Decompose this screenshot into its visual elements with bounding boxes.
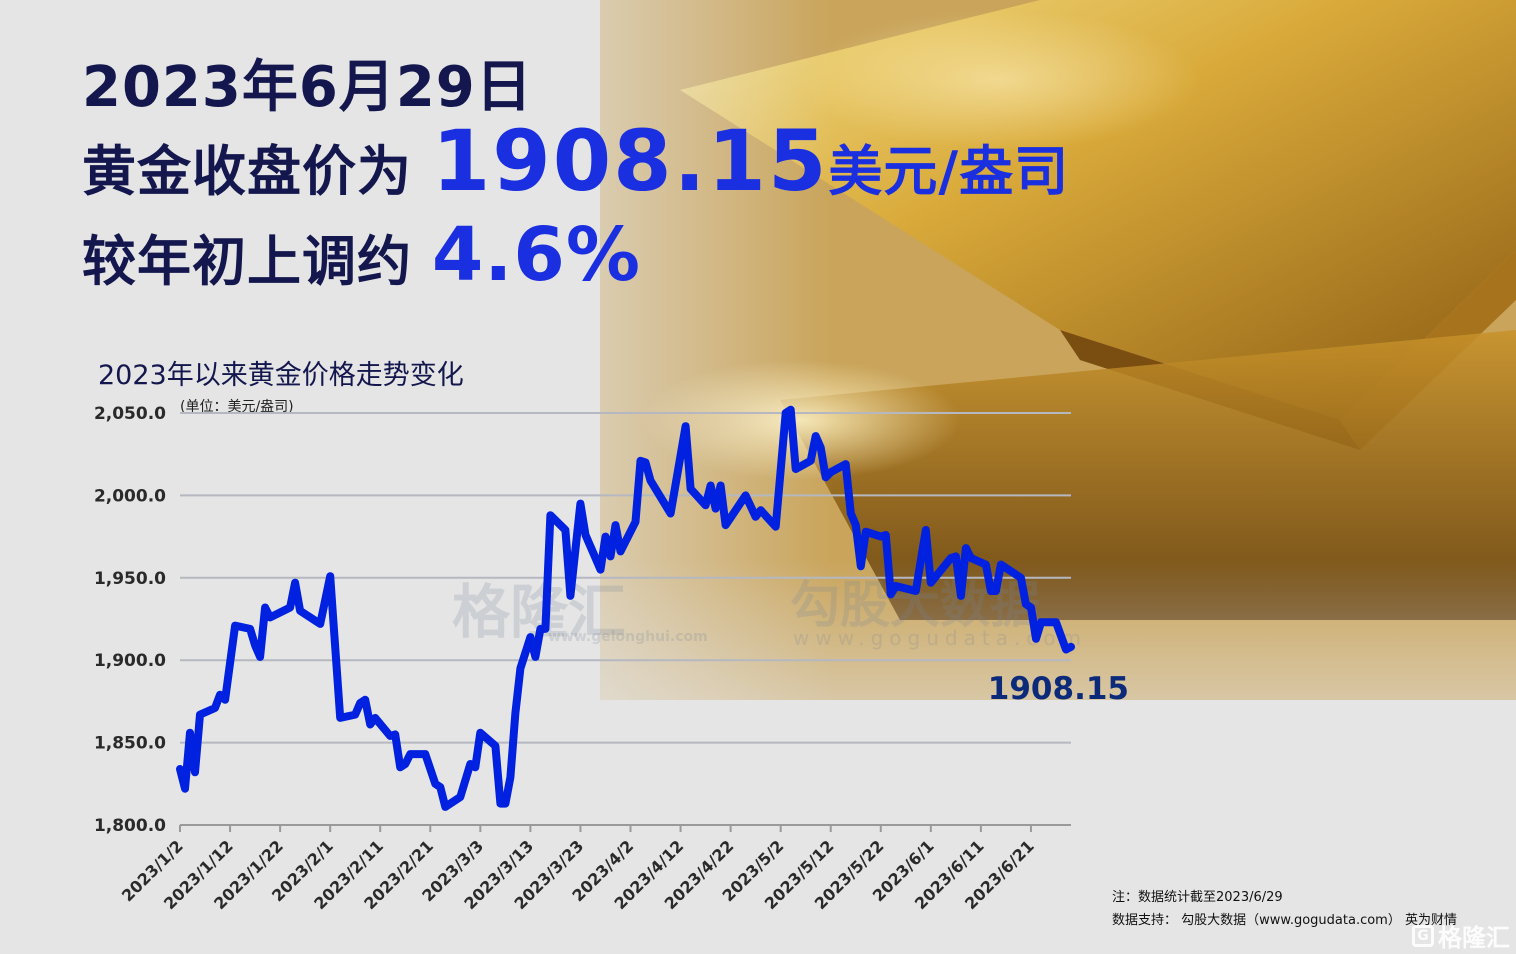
change-value: 4.6%: [431, 212, 642, 298]
y-tick-label: 2,050.0: [94, 404, 166, 424]
gelonghui-logo: G 格隆汇: [1412, 918, 1510, 953]
y-tick-label: 1,800.0: [94, 816, 166, 836]
chart-unit-label: (单位：美元/盎司): [180, 399, 294, 415]
price-value: 1908.15: [431, 112, 829, 210]
footer-note: 注：数据统计截至2023/6/29: [1112, 890, 1283, 905]
chart-title: 2023年以来黄金价格走势变化: [98, 360, 464, 391]
headline-change: 较年初上调约 4.6%: [82, 212, 641, 298]
logo-text: 格隆汇: [1438, 924, 1510, 952]
footer-notes: 注：数据统计截至2023/6/29 数据支持： 勾股大数据（www.goguda…: [1112, 886, 1457, 932]
y-tick-label: 1,850.0: [94, 734, 166, 754]
y-tick-label: 2,000.0: [94, 486, 166, 506]
headline-date: 2023年6月29日: [82, 55, 533, 120]
gold-price-line: [176, 405, 1075, 811]
y-tick-label: 1,900.0: [94, 651, 166, 671]
end-value-label: 1908.15: [988, 671, 1129, 707]
footer-source: 数据支持： 勾股大数据（www.gogudata.com） 英为财情: [1112, 913, 1457, 928]
price-unit: 美元/盎司: [828, 140, 1070, 203]
change-prefix: 较年初上调约: [82, 230, 432, 293]
watermark-gelonghui-url: www.gelonghui.com: [548, 629, 708, 645]
logo-g-icon: G: [1412, 924, 1434, 947]
price-prefix: 黄金收盘价为: [82, 140, 432, 203]
headline-price: 黄金收盘价为 1908.15美元/盎司: [82, 112, 1069, 210]
y-tick-label: 1,950.0: [94, 569, 166, 589]
